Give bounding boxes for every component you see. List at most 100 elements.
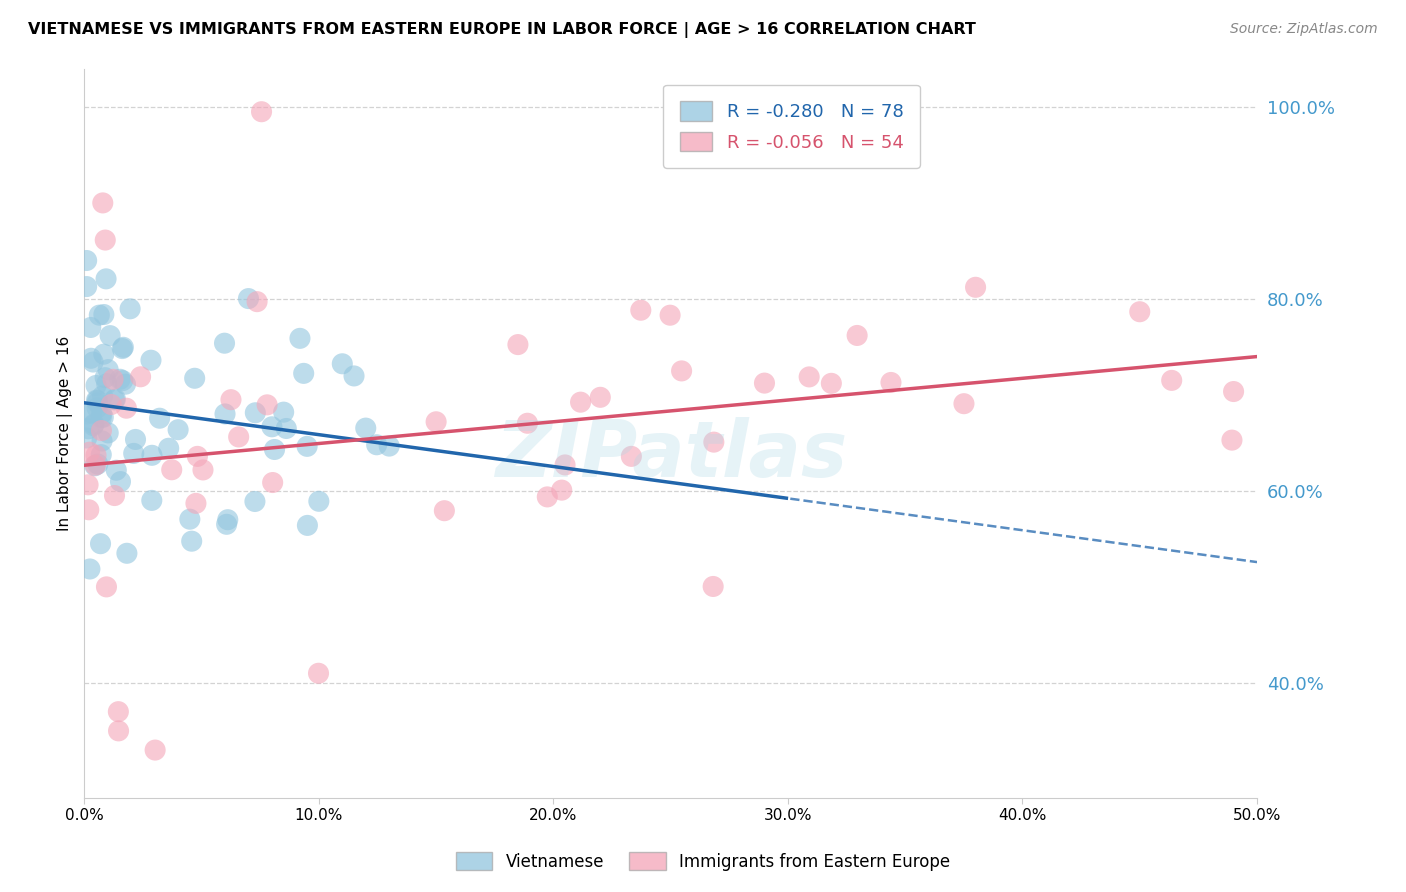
- Point: [569, 395, 592, 409]
- Text: VIETNAMESE VS IMMIGRANTS FROM EASTERN EUROPE IN LABOR FORCE | AGE > 16 CORRELATI: VIETNAMESE VS IMMIGRANTS FROM EASTERN EU…: [28, 22, 976, 38]
- Point: [90, 537, 112, 551]
- Point: [620, 450, 643, 464]
- Legend: Vietnamese, Immigrants from Eastern Europe: Vietnamese, Immigrants from Eastern Euro…: [447, 844, 959, 880]
- Point: [343, 368, 366, 383]
- Point: [80, 406, 103, 420]
- Point: [115, 546, 138, 560]
- Point: [111, 342, 134, 356]
- Point: [100, 397, 122, 411]
- Point: [186, 450, 208, 464]
- Point: [308, 666, 330, 681]
- Point: [107, 705, 129, 719]
- Point: [86, 393, 108, 408]
- Point: [288, 331, 311, 345]
- Point: [214, 407, 236, 421]
- Point: [506, 337, 529, 351]
- Point: [262, 475, 284, 490]
- Point: [94, 272, 117, 286]
- Point: [167, 423, 190, 437]
- Point: [84, 458, 107, 472]
- Point: [103, 489, 125, 503]
- Point: [104, 392, 127, 406]
- Point: [82, 418, 104, 433]
- Point: [378, 439, 401, 453]
- Point: [93, 308, 115, 322]
- Point: [84, 448, 107, 462]
- Point: [114, 377, 136, 392]
- Point: [90, 410, 112, 425]
- Point: [77, 422, 100, 436]
- Point: [308, 494, 330, 508]
- Point: [90, 407, 112, 421]
- Text: Source: ZipAtlas.com: Source: ZipAtlas.com: [1230, 22, 1378, 37]
- Point: [97, 425, 120, 440]
- Point: [87, 457, 110, 471]
- Point: [703, 435, 725, 450]
- Point: [141, 493, 163, 508]
- Point: [754, 376, 776, 390]
- Point: [297, 518, 319, 533]
- Point: [122, 446, 145, 460]
- Point: [292, 367, 315, 381]
- Point: [86, 396, 108, 410]
- Point: [80, 351, 103, 366]
- Point: [86, 401, 108, 415]
- Point: [76, 253, 98, 268]
- Point: [149, 411, 172, 425]
- Point: [76, 407, 98, 421]
- Point: [554, 458, 576, 472]
- Point: [108, 372, 131, 386]
- Point: [107, 723, 129, 738]
- Point: [214, 336, 236, 351]
- Point: [671, 364, 693, 378]
- Point: [702, 579, 724, 593]
- Point: [77, 477, 100, 491]
- Point: [953, 397, 976, 411]
- Point: [433, 504, 456, 518]
- Point: [82, 355, 104, 369]
- Point: [91, 410, 114, 425]
- Point: [90, 448, 112, 462]
- Point: [83, 458, 105, 473]
- Point: [215, 517, 238, 532]
- Point: [79, 445, 101, 459]
- Point: [551, 483, 574, 497]
- Point: [94, 233, 117, 247]
- Point: [80, 320, 103, 334]
- Point: [179, 512, 201, 526]
- Point: [180, 534, 202, 549]
- Point: [86, 393, 108, 408]
- Point: [129, 369, 152, 384]
- Point: [76, 279, 98, 293]
- Point: [245, 406, 267, 420]
- Point: [110, 475, 132, 489]
- Point: [115, 401, 138, 416]
- Point: [91, 434, 114, 448]
- Point: [90, 424, 112, 438]
- Point: [139, 353, 162, 368]
- Point: [250, 104, 273, 119]
- Point: [354, 421, 377, 435]
- Point: [295, 439, 318, 453]
- Legend: R = -0.280   N = 78, R = -0.056   N = 54: R = -0.280 N = 78, R = -0.056 N = 54: [664, 85, 920, 168]
- Point: [101, 372, 124, 386]
- Point: [89, 308, 111, 322]
- Point: [183, 371, 205, 385]
- Point: [96, 376, 118, 391]
- Point: [273, 405, 295, 419]
- Point: [820, 376, 842, 391]
- Point: [1129, 304, 1152, 318]
- Point: [91, 389, 114, 403]
- Point: [103, 392, 125, 407]
- Point: [112, 340, 135, 354]
- Point: [276, 421, 298, 435]
- Point: [79, 562, 101, 576]
- Point: [143, 743, 166, 757]
- Point: [77, 502, 100, 516]
- Point: [83, 417, 105, 431]
- Point: [256, 398, 278, 412]
- Point: [330, 357, 353, 371]
- Point: [91, 195, 114, 210]
- Point: [93, 347, 115, 361]
- Point: [98, 328, 121, 343]
